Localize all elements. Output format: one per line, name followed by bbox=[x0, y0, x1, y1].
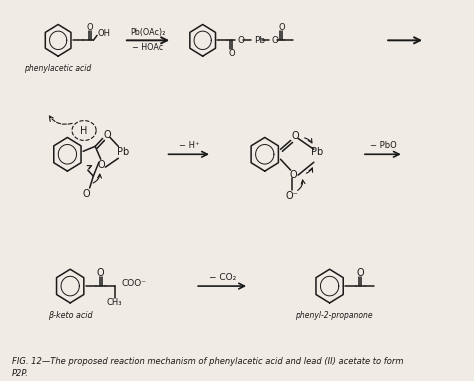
Text: OH: OH bbox=[98, 29, 111, 38]
Text: − PbO: − PbO bbox=[370, 141, 397, 150]
Text: O: O bbox=[356, 268, 364, 278]
Text: O: O bbox=[86, 23, 93, 32]
Text: Pb(OAc)₂: Pb(OAc)₂ bbox=[130, 28, 166, 37]
Text: phenylacetic acid: phenylacetic acid bbox=[25, 64, 92, 72]
Text: COO⁻: COO⁻ bbox=[121, 279, 146, 288]
Text: O: O bbox=[290, 170, 297, 180]
Text: phenyl-2-propanone: phenyl-2-propanone bbox=[295, 311, 373, 320]
Text: O: O bbox=[238, 36, 245, 45]
Text: Pb: Pb bbox=[117, 147, 129, 157]
Text: CH₃: CH₃ bbox=[107, 298, 122, 307]
Text: O: O bbox=[98, 160, 106, 170]
Text: β-keto acid: β-keto acid bbox=[48, 311, 92, 320]
Text: Pb: Pb bbox=[311, 147, 324, 157]
Text: − H⁺: − H⁺ bbox=[179, 141, 199, 150]
Text: O: O bbox=[271, 36, 278, 45]
Text: − CO₂: − CO₂ bbox=[209, 273, 236, 282]
Text: O: O bbox=[97, 268, 105, 278]
Text: O: O bbox=[228, 49, 235, 58]
Text: O: O bbox=[278, 23, 285, 32]
Text: O: O bbox=[292, 131, 299, 141]
Text: FIG. 12—The proposed reaction mechanism of phenylacetic acid and lead (II) aceta: FIG. 12—The proposed reaction mechanism … bbox=[12, 357, 403, 367]
Text: O: O bbox=[82, 189, 90, 199]
Text: − HOAc: − HOAc bbox=[132, 43, 164, 52]
Text: O⁻: O⁻ bbox=[285, 191, 298, 201]
Text: Pb: Pb bbox=[254, 36, 265, 45]
Text: P2P.: P2P. bbox=[12, 369, 29, 378]
Text: H: H bbox=[81, 125, 88, 136]
Text: O: O bbox=[103, 130, 111, 141]
